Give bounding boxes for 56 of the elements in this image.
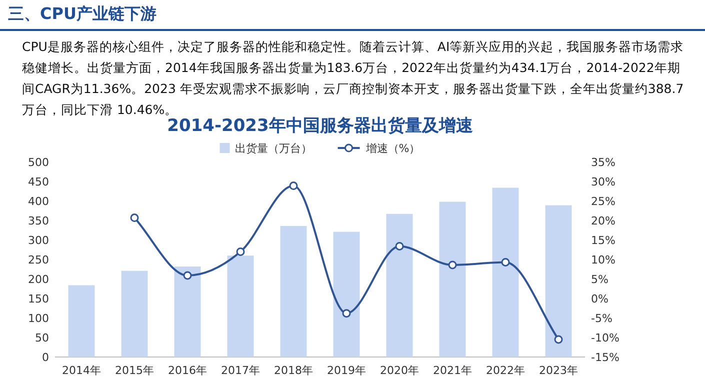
point [501, 258, 510, 266]
bar [280, 226, 307, 357]
x-tick-label: 2015年 [115, 364, 154, 377]
y-tick-label: 500 [28, 156, 49, 169]
bar [386, 214, 413, 357]
point [342, 309, 351, 318]
x-tick-label: 2019年 [327, 364, 366, 377]
point [395, 242, 404, 250]
point [130, 214, 139, 222]
y-tick-label: 50 [35, 332, 49, 344]
y-tick-label: 150 [28, 292, 49, 306]
bar [333, 232, 360, 357]
x-tick-label: 2021年 [433, 364, 472, 377]
y-tick-label: 250 [28, 254, 49, 266]
bar [227, 256, 254, 357]
bar [68, 285, 95, 357]
y2-tick-label: 5% [591, 273, 608, 286]
point [554, 335, 563, 344]
bar [121, 270, 148, 357]
x-tick-label: 2014年 [62, 364, 101, 377]
chart-subtitle: CPU是服务器的核心组件，决定了服务器的性能和稳定性。随着云计算、AI等新兴应用的兴起，我国服务器市场需求稳健增长。出货量方面，2014年我国服务器出货量为183.6万台，2022年出货量约为434.1万台，2014-2022年期间CAGR为11.36%。2023 年受宏观需求不振影响，云厂商控制资本开支，服务器出货量下跌，全年出货量约388.7万台，同比下滑 10.46%。 [22, 38, 685, 117]
x-tick-label: 2017年 [221, 364, 260, 377]
x-tick-label: 2023年 [539, 364, 578, 377]
y-tick-label: 400 [28, 195, 49, 208]
point [236, 247, 245, 256]
y-tick-label: 350 [28, 214, 49, 228]
x-tick-label: 2022年 [486, 364, 525, 377]
y-tick-label: 300 [28, 234, 49, 247]
text: 三、CPU产业链下游 [8, 4, 156, 25]
chart-title: 2014-2023年中国服务器出货量及增速 [167, 116, 473, 136]
y-tick-label: 200 [28, 273, 49, 286]
y-tick-label: 100 [28, 312, 49, 325]
point [289, 182, 298, 190]
y-tick-label: 0 [42, 351, 49, 364]
bar [439, 202, 466, 357]
bar [545, 205, 572, 357]
bar [174, 266, 201, 357]
y2-tick-label: 0% [591, 292, 608, 306]
point [448, 260, 457, 270]
legend-label: 增速（%） [364, 142, 420, 155]
y2-tick-label: 15% [591, 234, 616, 247]
legend-label: 出货量（万台） [234, 142, 312, 155]
y2-tick-label: -15% [591, 351, 620, 364]
y2-tick-label: 10% [591, 254, 616, 266]
y2-tick-label: -5% [591, 312, 612, 325]
y-tick-label: 450 [28, 176, 49, 188]
x-tick-label: 2016年 [168, 364, 207, 377]
y2-tick-label: 25% [591, 195, 616, 208]
x-tick-label: 2020年 [380, 364, 419, 377]
x-tick-label: 2018年 [274, 364, 313, 377]
y2-tick-label: 30% [591, 176, 616, 188]
y2-tick-label: 35% [591, 156, 616, 169]
bar [492, 188, 519, 357]
point [183, 271, 192, 280]
y2-tick-label: 20% [591, 214, 616, 228]
y2-tick-label: -10% [591, 332, 620, 344]
